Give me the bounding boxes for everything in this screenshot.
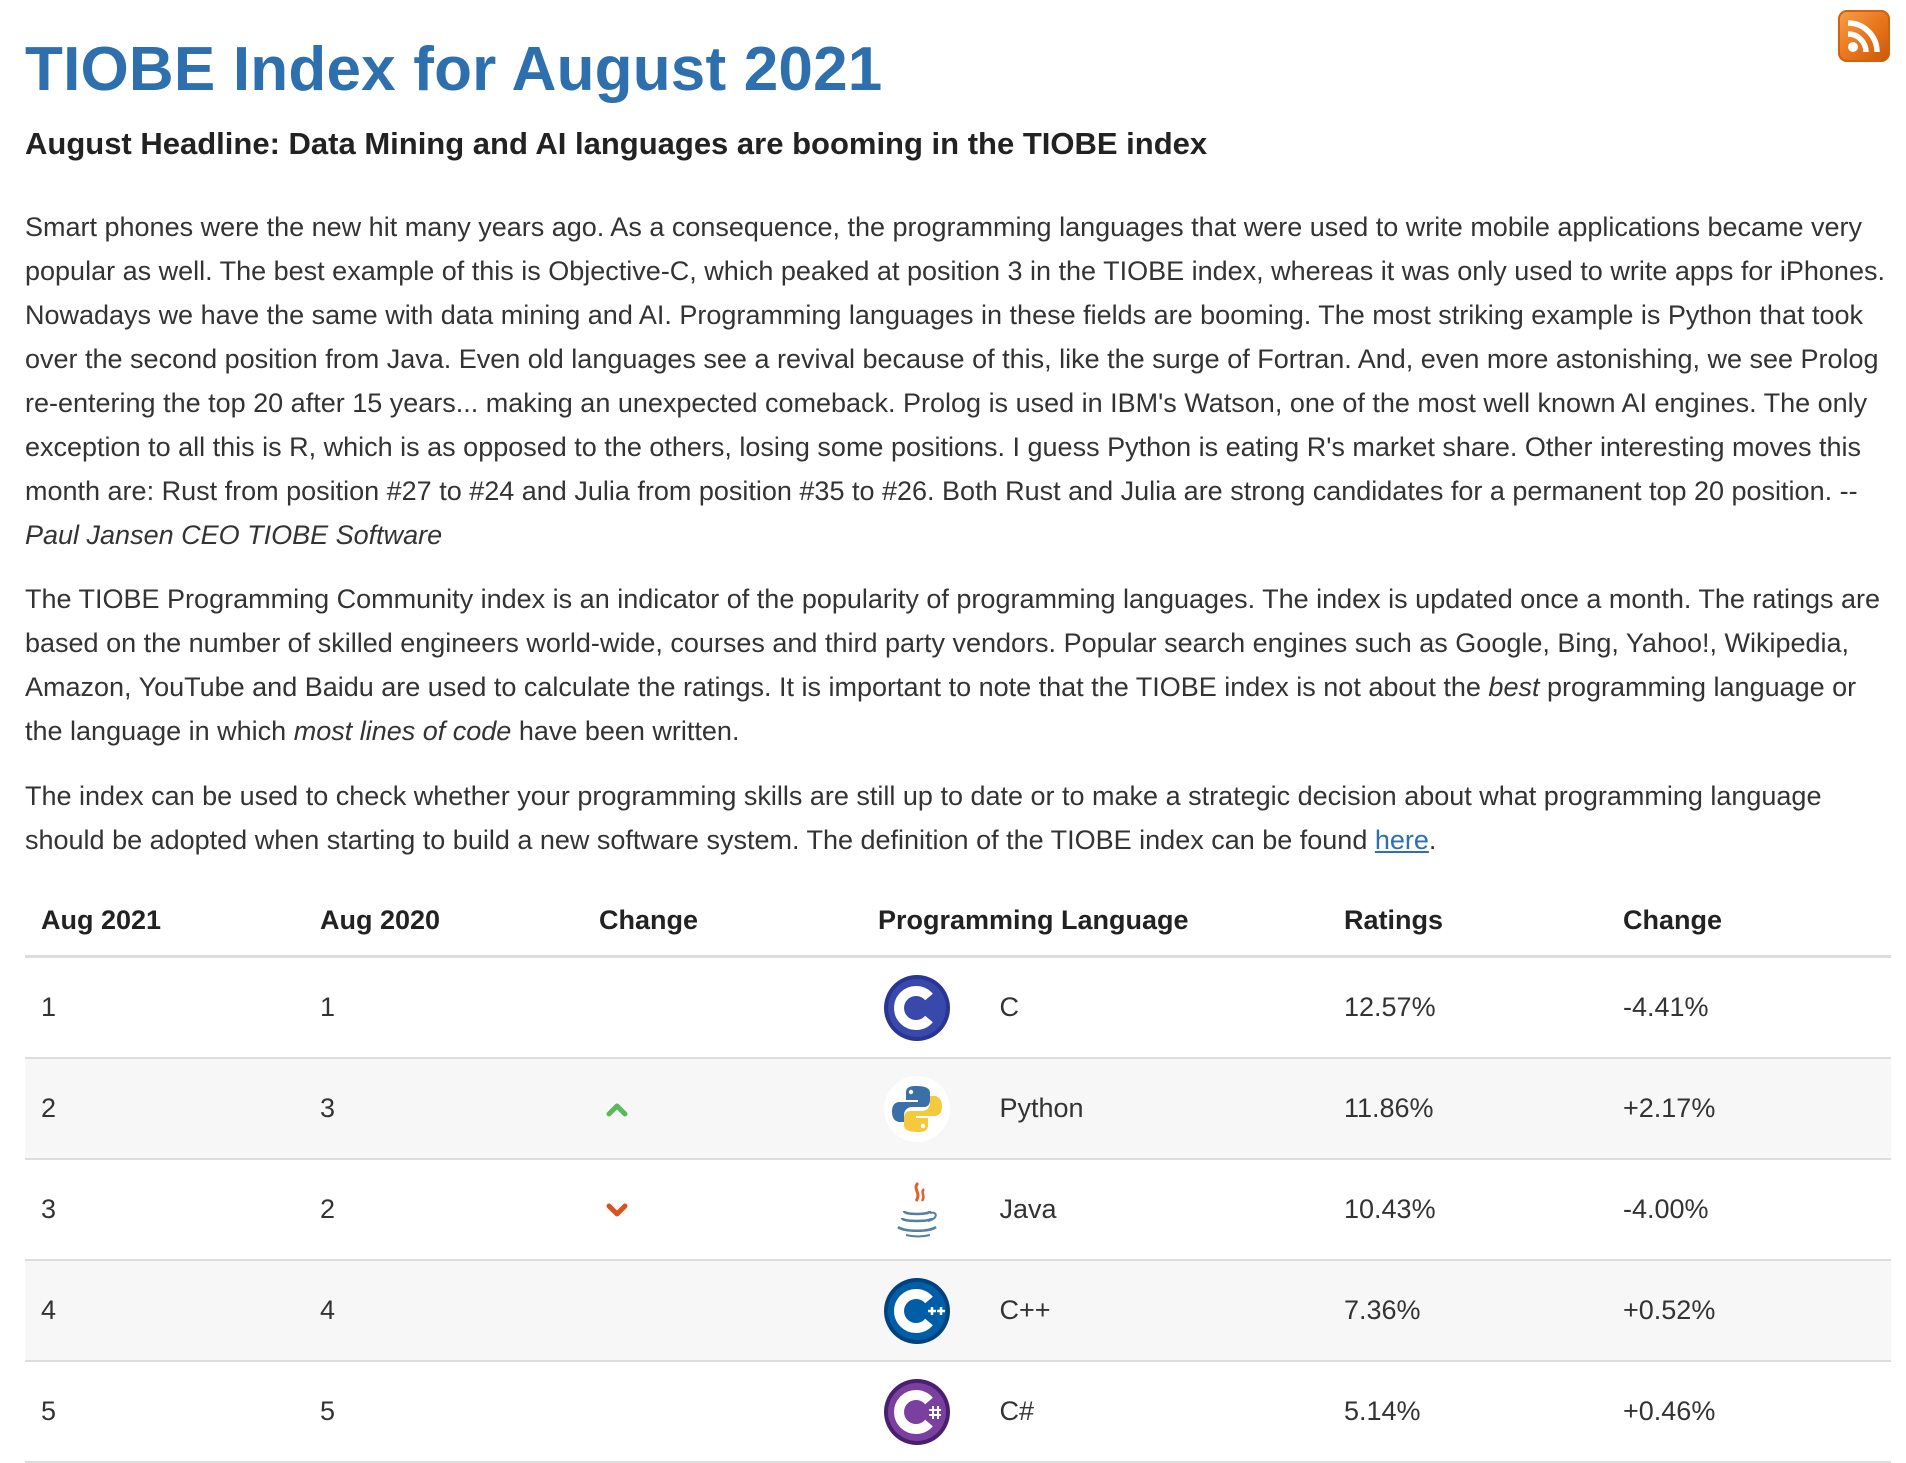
header-ratings[interactable]: Ratings [1328, 885, 1607, 958]
trend-cell [583, 1159, 862, 1261]
rank-2021: 3 [25, 1159, 304, 1261]
rating-change: +0.46% [1607, 1361, 1891, 1463]
header-change-rank[interactable]: Change [583, 885, 862, 958]
rank-2021: 1 [25, 956, 304, 1059]
headline: August Headline: Data Mining and AI lang… [25, 126, 1208, 161]
rank-2020: 3 [304, 1058, 583, 1160]
trend-cell [583, 1058, 862, 1160]
rss-feed-icon[interactable] [1838, 10, 1890, 62]
trend-cell [583, 1260, 862, 1362]
trend-down-icon [597, 1195, 637, 1225]
about-text-2: programming language or the language in … [25, 672, 1857, 746]
about-emphasis-best: best [1488, 672, 1540, 702]
rating-value: 10.43% [1328, 1159, 1607, 1261]
language-cell: Java [862, 1159, 1328, 1261]
python-logo-icon [882, 1074, 952, 1144]
rating-value: 5.14% [1328, 1361, 1607, 1463]
header-aug-2021[interactable]: Aug 2021 [25, 885, 304, 958]
usage-paragraph: The index can be used to check whether y… [25, 774, 1891, 862]
language-cell: C# [862, 1361, 1328, 1463]
intro-text: Smart phones were the new hit many years… [25, 212, 1885, 506]
c-logo-icon [882, 973, 952, 1043]
rank-2021: 2 [25, 1058, 304, 1160]
about-text-1: The TIOBE Programming Community index is… [25, 584, 1880, 702]
rating-change: -4.00% [1607, 1159, 1891, 1261]
table-header-row: Aug 2021 Aug 2020 Change Programming Lan… [25, 885, 1891, 958]
rank-2020: 1 [304, 956, 583, 1059]
rating-change: +0.52% [1607, 1260, 1891, 1362]
ranking-table: Aug 2021 Aug 2020 Change Programming Lan… [25, 885, 1891, 1463]
trend-cell [583, 1361, 862, 1463]
language-cell: C++ [862, 1260, 1328, 1362]
table-row: 1 1 C 12.57% -4.41% [25, 956, 1891, 1059]
author-credit: Paul Jansen CEO TIOBE Software [25, 520, 443, 550]
language-cell: C [862, 956, 1328, 1059]
about-emphasis-lines: most lines of code [293, 716, 512, 746]
java-logo-icon [882, 1175, 952, 1245]
language-name: Java [999, 1194, 1057, 1224]
usage-text-end: . [1428, 825, 1437, 855]
about-paragraph: The TIOBE Programming Community index is… [25, 577, 1891, 753]
intro-paragraph: Smart phones were the new hit many years… [25, 205, 1891, 557]
table-row: 2 3 [25, 1058, 1891, 1160]
language-name: C++ [999, 1295, 1051, 1325]
header-change-rating[interactable]: Change [1607, 885, 1891, 958]
rating-change: +2.17% [1607, 1058, 1891, 1160]
rank-2021: 5 [25, 1361, 304, 1463]
header-aug-2020[interactable]: Aug 2020 [304, 885, 583, 958]
csharp-logo-icon [882, 1377, 952, 1447]
usage-text: The index can be used to check whether y… [25, 781, 1822, 855]
language-cell: Python [862, 1058, 1328, 1160]
trend-up-icon [597, 1094, 637, 1124]
about-text-3: have been written. [511, 716, 740, 746]
language-name: C [999, 992, 1020, 1022]
rating-value: 7.36% [1328, 1260, 1607, 1362]
rating-value: 12.57% [1328, 956, 1607, 1059]
rank-2020: 5 [304, 1361, 583, 1463]
trend-cell [583, 956, 862, 1059]
header-language[interactable]: Programming Language [862, 885, 1328, 958]
table-row: 5 5 C# 5.14% +0.46% [25, 1361, 1891, 1463]
rating-change: -4.41% [1607, 956, 1891, 1059]
definition-link[interactable]: here [1374, 825, 1429, 855]
language-name: C# [999, 1396, 1035, 1426]
rank-2020: 2 [304, 1159, 583, 1261]
table-row: 4 4 C++ 7.36% +0 [25, 1260, 1891, 1362]
page-title: TIOBE Index for August 2021 [25, 35, 883, 104]
rating-value: 11.86% [1328, 1058, 1607, 1160]
language-name: Python [999, 1093, 1084, 1123]
table-row: 3 2 [25, 1159, 1891, 1261]
rank-2021: 4 [25, 1260, 304, 1362]
cpp-logo-icon [882, 1276, 952, 1346]
rank-2020: 4 [304, 1260, 583, 1362]
